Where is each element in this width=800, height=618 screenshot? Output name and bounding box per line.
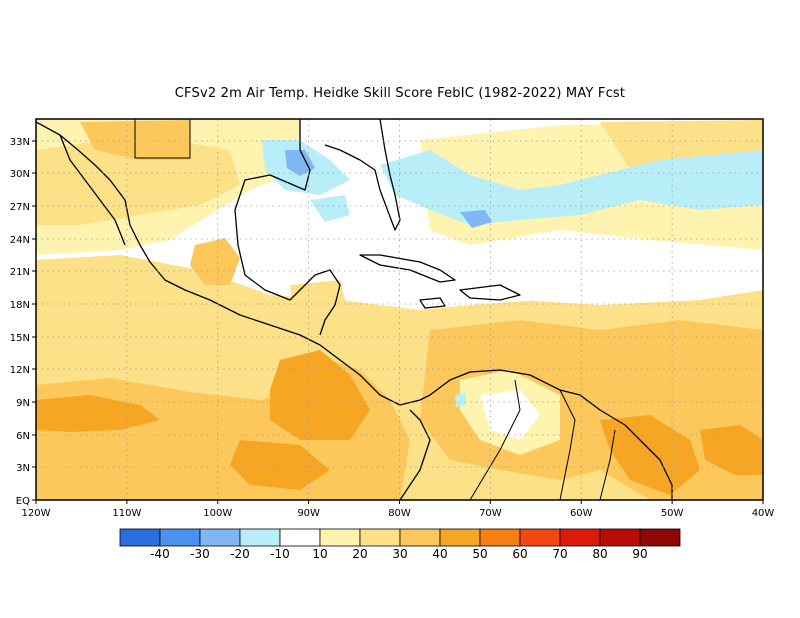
lon-label: 90W — [297, 508, 320, 519]
shade-30-mexico — [190, 238, 240, 285]
lat-label: 27N — [10, 202, 30, 213]
shade-neg10-gulf — [310, 195, 350, 222]
colorbar-label: -30 — [190, 547, 210, 561]
colorbar-label: -10 — [270, 547, 290, 561]
shade-white-caribbean — [380, 245, 560, 305]
lon-label: 80W — [388, 508, 411, 519]
colorbar-swatch — [239, 528, 281, 547]
colorbar-swatch — [279, 528, 321, 547]
coastlines — [36, 119, 673, 500]
colorbar-label: 30 — [392, 547, 407, 561]
colorbar-label: 80 — [592, 547, 607, 561]
lon-label: 50W — [661, 508, 684, 519]
shade-neg20-gulfcoast — [285, 150, 315, 176]
lat-label: 21N — [10, 267, 30, 278]
lon-label: 120W — [22, 508, 51, 519]
longitude-labels: 120W 110W 100W 90W 80W 70W 60W 50W 40W — [22, 500, 775, 519]
colorbar-label: -40 — [150, 547, 170, 561]
colorbar-swatch — [519, 528, 561, 547]
shade-20-yucatan — [290, 280, 350, 335]
shade-neg10-florida — [380, 150, 763, 225]
shade-neg20-bahamas — [460, 210, 492, 228]
grid-lines — [36, 119, 763, 500]
colorbar-swatch — [639, 528, 681, 547]
lat-label: 24N — [10, 235, 30, 246]
lon-label: 60W — [570, 508, 593, 519]
colorbar-label: 20 — [352, 547, 367, 561]
colorbar-label: -20 — [230, 547, 250, 561]
lat-label: EQ — [16, 496, 30, 507]
lat-label: 30N — [10, 169, 30, 180]
lon-label: 100W — [203, 508, 232, 519]
shade-40-south — [230, 440, 330, 490]
colorbar-swatch — [479, 528, 521, 547]
shade-40-pacific — [36, 395, 160, 432]
colorbar-label: 70 — [552, 547, 567, 561]
shade-40-central — [270, 350, 370, 440]
colorbar-label: 10 — [312, 547, 327, 561]
colorbar-swatch — [119, 528, 161, 547]
colorbar-swatch — [439, 528, 481, 547]
map-title: CFSv2 2m Air Temp. Heidke Skill Score Fe… — [174, 86, 626, 101]
lat-label: 18N — [10, 300, 30, 311]
colorbar-label: 90 — [632, 547, 647, 561]
latitude-labels: 33N 30N 27N 24N 21N 18N 15N 12N 9N 6N 3N EQ — [10, 137, 36, 507]
colorbar-swatch — [559, 528, 601, 547]
lat-label: 15N — [10, 333, 30, 344]
colorbar-swatch — [319, 528, 361, 547]
colorbar-swatch — [599, 528, 641, 547]
colorbar-label: 50 — [472, 547, 487, 561]
colorbar: -40 -30 -20 -10 10 20 30 40 50 60 70 80 90 — [119, 528, 681, 561]
shade-white-venezuela — [480, 390, 540, 440]
lat-label: 6N — [16, 431, 30, 442]
lat-label: 3N — [16, 463, 30, 474]
lat-label: 9N — [16, 398, 30, 409]
colorbar-label: 60 — [512, 547, 527, 561]
lat-label: 12N — [10, 365, 30, 376]
skill-score-field — [36, 119, 763, 500]
colorbar-swatch — [399, 528, 441, 547]
colorbar-swatch — [359, 528, 401, 547]
lon-label: 40W — [752, 508, 775, 519]
lat-label: 33N — [10, 137, 30, 148]
colorbar-swatch — [159, 528, 201, 547]
shade-40-atlantic — [700, 425, 763, 475]
lon-label: 110W — [112, 508, 141, 519]
borders — [134, 119, 616, 500]
shade-neg10-smallpatch — [455, 393, 466, 407]
colorbar-swatch — [199, 528, 241, 547]
lon-label: 70W — [479, 508, 502, 519]
colorbar-label: 40 — [432, 547, 447, 561]
